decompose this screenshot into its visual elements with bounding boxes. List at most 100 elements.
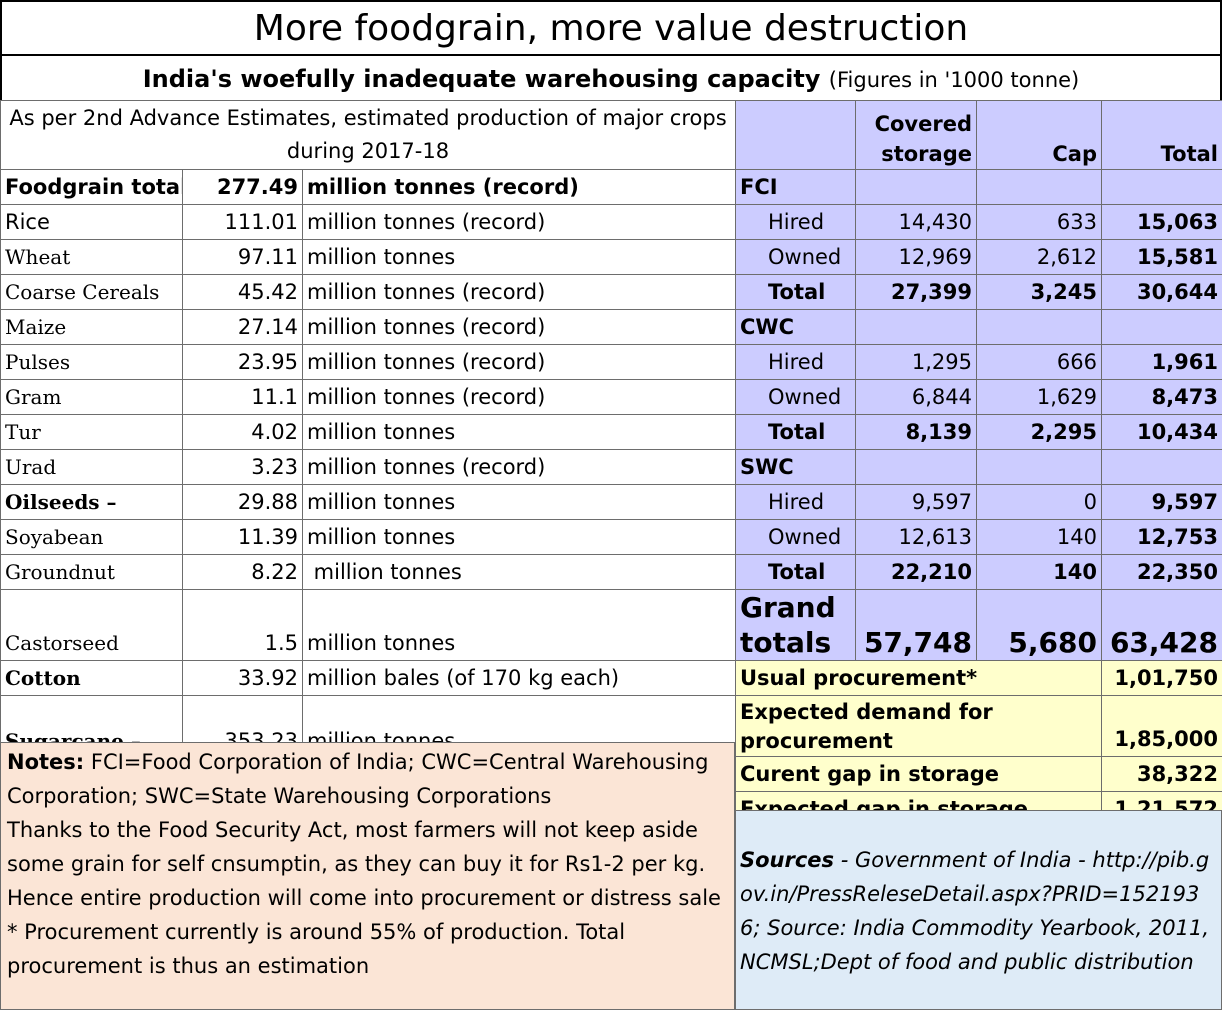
table-row: Foodgrain total 277.49 million tonnes (r… (0, 169, 737, 205)
total-value: 1,961 (1101, 344, 1222, 380)
table-subtitle: India's woefully inadequate warehousing … (0, 56, 1222, 100)
crop-value: 45.42 (182, 274, 303, 310)
covered-value: 1,295 (855, 344, 977, 380)
table-row: Oilseeds – 29.88 million tonnes (0, 484, 737, 520)
grand-total-label: Grand totals (735, 589, 856, 661)
covered-value: 27,399 (855, 274, 977, 310)
grand-cap-value: 5,680 (976, 589, 1102, 661)
crop-unit: million tonnes (301, 414, 737, 450)
table-row: Total 27,399 3,245 30,644 (735, 274, 1222, 310)
cap-value: 666 (976, 344, 1102, 380)
crop-unit: million tonnes (record) (301, 449, 737, 485)
grand-label-1: Grand (740, 591, 836, 624)
crop-unit: million tonnes (record) (301, 204, 737, 240)
crop-unit: million tonnes (301, 554, 737, 590)
table-row: Owned 6,844 1,629 8,473 (735, 379, 1222, 415)
covered-value: 22,210 (855, 554, 977, 590)
crop-unit: million tonnes (record) (301, 274, 737, 310)
crop-value: 3.23 (182, 449, 303, 485)
total-value: 22,350 (1101, 554, 1222, 590)
group-row-cwc: CWC (735, 309, 1222, 345)
subtitle-main: India's woefully inadequate warehousing … (142, 65, 821, 93)
table-row: Tur 4.02 million tonnes (0, 414, 737, 450)
table-row: Hired 14,430 633 15,063 (735, 204, 1222, 240)
row-label: Hired (735, 484, 856, 520)
covered-value: 12,969 (855, 239, 977, 275)
covered-value: 12,613 (855, 519, 977, 555)
usual-procurement-label: Usual procurement* (735, 660, 1102, 696)
cap-value: 1,629 (976, 379, 1102, 415)
total-value: 9,597 (1101, 484, 1222, 520)
crop-unit: million tonnes (301, 589, 737, 661)
expected-demand-row: Expected demand for procurement 1,85,000 (735, 695, 1222, 757)
crop-name: Soyabean (0, 519, 183, 555)
table-row: Rice 111.01 million tonnes (record) (0, 204, 737, 240)
row-label: Total (735, 554, 856, 590)
row-label: Owned (735, 519, 856, 555)
crop-unit: million tonnes (record) (301, 379, 737, 415)
usual-procurement-value: 1,01,750 (1101, 660, 1222, 696)
production-intro: As per 2nd Advance Estimates, estimated … (0, 100, 737, 170)
grand-total-row: Grand totals 57,748 5,680 63,428 (735, 589, 1222, 661)
crop-name: Gram (0, 379, 183, 415)
covered-value: 6,844 (855, 379, 977, 415)
table-row: Owned 12,969 2,612 15,581 (735, 239, 1222, 275)
group-label: SWC (735, 449, 856, 485)
crop-unit: million tonnes (record) (301, 344, 737, 380)
table-row: Hired 1,295 666 1,961 (735, 344, 1222, 380)
crop-unit: million tonnes (301, 484, 737, 520)
table-row: Maize 27.14 million tonnes (record) (0, 309, 737, 345)
grand-label-2: totals (740, 626, 832, 659)
crop-name: Castorseed (0, 589, 183, 661)
expected-demand-label-2: procurement (740, 729, 893, 753)
crop-value: 4.02 (182, 414, 303, 450)
total-value: 30,644 (1101, 274, 1222, 310)
crop-value: 8.22 (182, 554, 303, 590)
notes-food-security: Thanks to the Food Security Act, most fa… (7, 818, 721, 910)
row-label: Total (735, 274, 856, 310)
row-label: Total (735, 414, 856, 450)
covered-value: 14,430 (855, 204, 977, 240)
crop-value: 11.1 (182, 379, 303, 415)
expected-demand-label-1: Expected demand for (740, 700, 993, 724)
total-value: 12,753 (1101, 519, 1222, 555)
table-row: Total 8,139 2,295 10,434 (735, 414, 1222, 450)
current-gap-row: Curent gap in storage 38,322 (735, 756, 1222, 792)
header-cap: Cap (976, 100, 1102, 170)
crop-name: Rice (0, 204, 183, 240)
notes-abbrev-text: FCI=Food Corporation of India; CWC=Centr… (7, 750, 709, 808)
notes-box: Notes: FCI=Food Corporation of India; CW… (0, 742, 735, 1010)
header-total: Total (1101, 100, 1222, 170)
current-gap-value: 38,322 (1101, 756, 1222, 792)
expected-demand-value: 1,85,000 (1101, 695, 1222, 757)
notes-procurement: * Procurement currently is around 55% of… (7, 920, 626, 978)
current-gap-label: Curent gap in storage (735, 756, 1102, 792)
cap-value: 633 (976, 204, 1102, 240)
crop-name: Groundnut (0, 554, 183, 590)
table-row: Urad 3.23 million tonnes (record) (0, 449, 737, 485)
crop-name: Tur (0, 414, 183, 450)
table-row: Wheat 97.11 million tonnes (0, 239, 737, 275)
crop-name: Foodgrain total (0, 169, 183, 205)
usual-procurement-row: Usual procurement* 1,01,750 (735, 660, 1222, 696)
crop-unit: million tonnes (record) (301, 309, 737, 345)
table-row: Coarse Cereals 45.42 million tonnes (rec… (0, 274, 737, 310)
crop-name: Oilseeds – (0, 484, 183, 520)
crop-name: Pulses (0, 344, 183, 380)
total-value: 10,434 (1101, 414, 1222, 450)
cap-value: 2,612 (976, 239, 1102, 275)
group-label: CWC (735, 309, 856, 345)
crop-value: 277.49 (182, 169, 303, 205)
row-label: Owned (735, 239, 856, 275)
table-row: Cotton 33.92 million bales (of 170 kg ea… (0, 660, 737, 696)
expected-demand-label: Expected demand for procurement (735, 695, 1102, 757)
crop-value: 33.92 (182, 660, 303, 696)
table-row: Pulses 23.95 million tonnes (record) (0, 344, 737, 380)
sources-text: - Government of India - http://pib.gov.i… (740, 848, 1210, 974)
crop-value: 23.95 (182, 344, 303, 380)
crop-value: 11.39 (182, 519, 303, 555)
row-label: Hired (735, 344, 856, 380)
header-covered-storage: Covered storage (855, 100, 977, 170)
crop-unit: million tonnes (record) (301, 169, 737, 205)
storage-table: Covered storage Cap Total FCI Hired 14,4… (735, 100, 1222, 827)
